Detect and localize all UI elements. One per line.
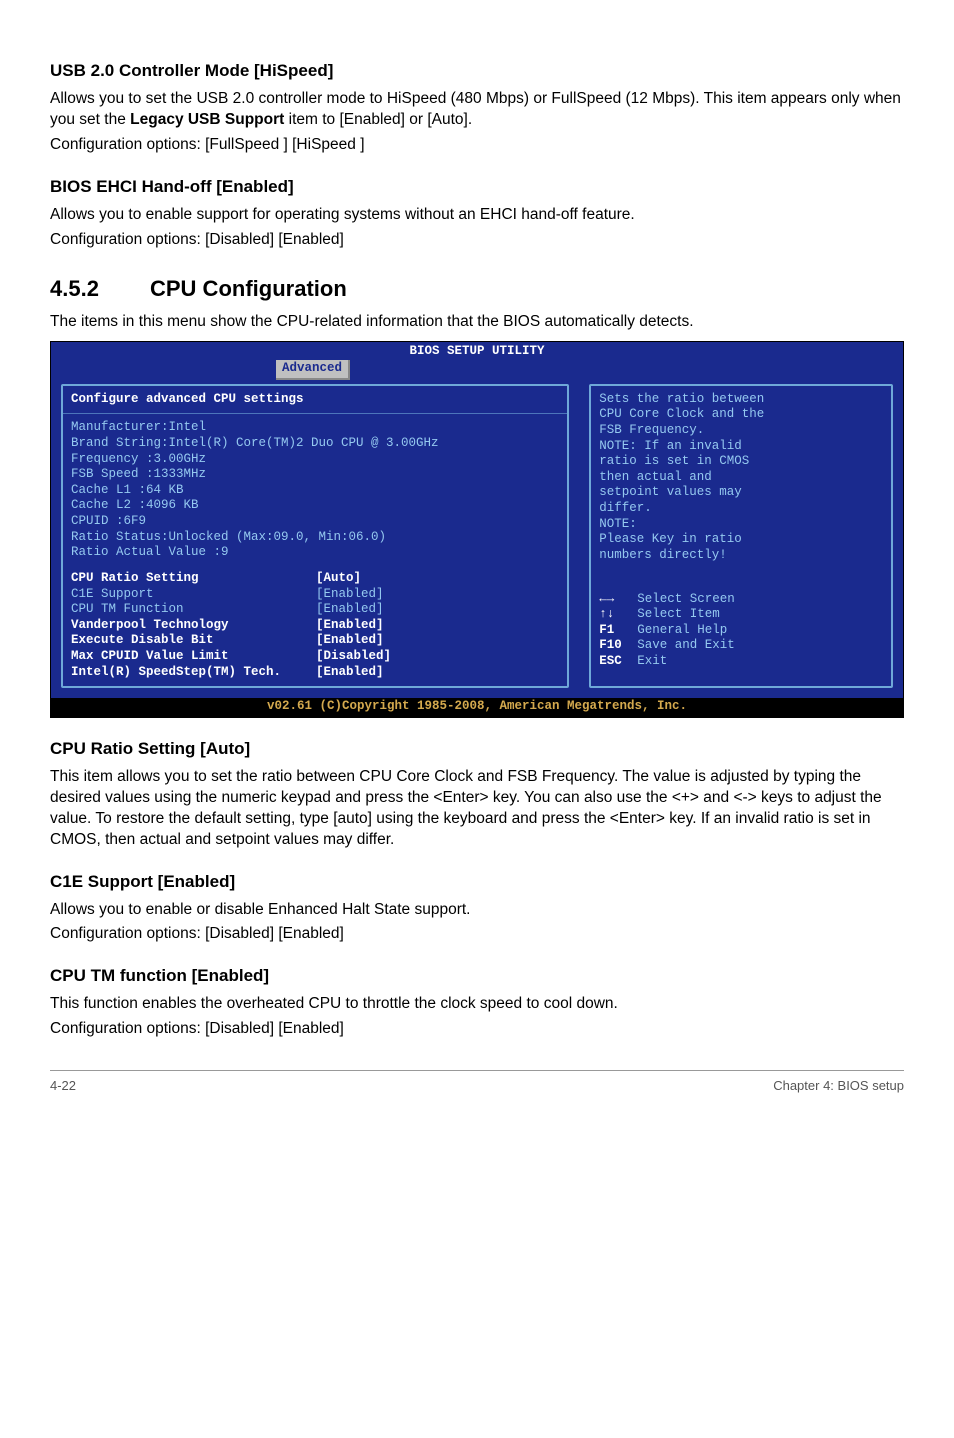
ehci-p2: Configuration options: [Disabled] [Enabl… bbox=[50, 230, 904, 251]
bios-setting-row: CPU TM Function[Enabled] bbox=[71, 602, 559, 618]
bios-setting-value: [Disabled] bbox=[316, 649, 391, 665]
bios-key-row: F1General Help bbox=[599, 623, 883, 639]
usb-para1: Allows you to set the USB 2.0 controller… bbox=[50, 89, 904, 131]
bios-key-icon: ↑↓ bbox=[599, 607, 637, 623]
bios-tab: Advanced bbox=[276, 360, 350, 380]
bios-settings-block: CPU Ratio Setting[Auto]C1E Support[Enabl… bbox=[71, 571, 559, 680]
bios-help-line: numbers directly! bbox=[599, 548, 883, 564]
bios-help-line: Please Key in ratio bbox=[599, 532, 883, 548]
bios-setting-value: [Enabled] bbox=[316, 633, 384, 649]
ehci-heading: BIOS EHCI Hand-off [Enabled] bbox=[50, 176, 904, 199]
bios-key-label: Exit bbox=[637, 654, 667, 670]
bios-key-icon: F10 bbox=[599, 638, 637, 654]
tm-p1: This function enables the overheated CPU… bbox=[50, 994, 904, 1015]
ehci-p1: Allows you to enable support for operati… bbox=[50, 205, 904, 226]
bios-key-label: Select Item bbox=[637, 607, 720, 623]
cpuconf-num: 4.5.2 bbox=[50, 274, 150, 304]
bios-key-label: General Help bbox=[637, 623, 727, 639]
bios-info-line: CPUID :6F9 bbox=[71, 514, 559, 530]
ratio-p1: This item allows you to set the ratio be… bbox=[50, 767, 904, 851]
bios-setting-label: C1E Support bbox=[71, 587, 316, 603]
c1e-p2: Configuration options: [Disabled] [Enabl… bbox=[50, 924, 904, 945]
cpuconf-title: CPU Configuration bbox=[150, 276, 347, 301]
bios-left-heading: Configure advanced CPU settings bbox=[71, 392, 559, 408]
c1e-p1: Allows you to enable or disable Enhanced… bbox=[50, 900, 904, 921]
ratio-heading: CPU Ratio Setting [Auto] bbox=[50, 738, 904, 761]
bios-help-keys: ←→Select Screen↑↓Select ItemF1General He… bbox=[599, 592, 883, 670]
bios-right-col: Sets the ratio betweenCPU Core Clock and… bbox=[579, 380, 903, 699]
bios-footer: v02.61 (C)Copyright 1985-2008, American … bbox=[51, 698, 903, 717]
bios-key-row: F10Save and Exit bbox=[599, 638, 883, 654]
bios-title: BIOS SETUP UTILITY bbox=[409, 344, 544, 358]
bios-setting-label: Vanderpool Technology bbox=[71, 618, 316, 634]
bios-info-line: Brand String:Intel(R) Core(TM)2 Duo CPU … bbox=[71, 436, 559, 452]
bios-key-label: Select Screen bbox=[637, 592, 735, 608]
bios-setting-label: Execute Disable Bit bbox=[71, 633, 316, 649]
bios-info-line: Frequency :3.00GHz bbox=[71, 452, 559, 468]
bios-setting-row: CPU Ratio Setting[Auto] bbox=[71, 571, 559, 587]
bios-left-col: Configure advanced CPU settings Manufact… bbox=[51, 380, 579, 699]
bios-help-line: differ. bbox=[599, 501, 883, 517]
bios-setting-value: [Enabled] bbox=[316, 665, 384, 681]
cpuconf-heading: 4.5.2CPU Configuration bbox=[50, 274, 904, 304]
bios-key-icon: ESC bbox=[599, 654, 637, 670]
bios-setting-row: Intel(R) SpeedStep(TM) Tech.[Enabled] bbox=[71, 665, 559, 681]
bios-key-icon: ←→ bbox=[599, 592, 637, 608]
footer-left: 4-22 bbox=[50, 1077, 76, 1095]
bios-help-line: CPU Core Clock and the bbox=[599, 407, 883, 423]
bios-setting-row: C1E Support[Enabled] bbox=[71, 587, 559, 603]
bios-info-line: Cache L2 :4096 KB bbox=[71, 498, 559, 514]
bios-setting-row: Execute Disable Bit[Enabled] bbox=[71, 633, 559, 649]
bios-setting-label: CPU TM Function bbox=[71, 602, 316, 618]
bios-setting-value: [Enabled] bbox=[316, 618, 384, 634]
bios-help-line: ratio is set in CMOS bbox=[599, 454, 883, 470]
footer-right: Chapter 4: BIOS setup bbox=[773, 1077, 904, 1095]
bios-help-line: setpoint values may bbox=[599, 485, 883, 501]
bios-setting-value: [Auto] bbox=[316, 571, 361, 587]
bios-key-row: ↑↓Select Item bbox=[599, 607, 883, 623]
bios-key-icon: F1 bbox=[599, 623, 637, 639]
page-footer: 4-22 Chapter 4: BIOS setup bbox=[50, 1070, 904, 1095]
bios-setting-label: CPU Ratio Setting bbox=[71, 571, 316, 587]
bios-setting-row: Max CPUID Value Limit[Disabled] bbox=[71, 649, 559, 665]
bios-info-line: Ratio Status:Unlocked (Max:09.0, Min:06.… bbox=[71, 530, 559, 546]
bios-titlebar: BIOS SETUP UTILITY Advanced bbox=[51, 342, 903, 362]
usb-heading: USB 2.0 Controller Mode [HiSpeed] bbox=[50, 60, 904, 83]
bios-info-block: Manufacturer:IntelBrand String:Intel(R) … bbox=[71, 420, 559, 561]
bios-setting-label: Intel(R) SpeedStep(TM) Tech. bbox=[71, 665, 316, 681]
bios-setting-row: Vanderpool Technology[Enabled] bbox=[71, 618, 559, 634]
bios-help-line: FSB Frequency. bbox=[599, 423, 883, 439]
bios-info-line: Cache L1 :64 KB bbox=[71, 483, 559, 499]
bios-divider bbox=[63, 413, 567, 414]
usb-p1-bold: Legacy USB Support bbox=[130, 111, 284, 128]
bios-screenshot: BIOS SETUP UTILITY Advanced Configure ad… bbox=[50, 341, 904, 718]
bios-help-line: then actual and bbox=[599, 470, 883, 486]
tm-heading: CPU TM function [Enabled] bbox=[50, 965, 904, 988]
c1e-heading: C1E Support [Enabled] bbox=[50, 871, 904, 894]
bios-setting-label: Max CPUID Value Limit bbox=[71, 649, 316, 665]
bios-right-panel: Sets the ratio betweenCPU Core Clock and… bbox=[589, 384, 893, 689]
bios-help-line: NOTE: If an invalid bbox=[599, 439, 883, 455]
bios-help-line: NOTE: bbox=[599, 517, 883, 533]
usb-p1b: item to [Enabled] or [Auto]. bbox=[284, 111, 472, 128]
usb-para2: Configuration options: [FullSpeed ] [HiS… bbox=[50, 135, 904, 156]
bios-info-line: Manufacturer:Intel bbox=[71, 420, 559, 436]
cpuconf-intro: The items in this menu show the CPU-rela… bbox=[50, 312, 904, 333]
bios-key-row: ESCExit bbox=[599, 654, 883, 670]
bios-help-line: Sets the ratio between bbox=[599, 392, 883, 408]
bios-setting-value: [Enabled] bbox=[316, 602, 384, 618]
tm-p2: Configuration options: [Disabled] [Enabl… bbox=[50, 1019, 904, 1040]
bios-info-line: FSB Speed :1333MHz bbox=[71, 467, 559, 483]
bios-info-line: Ratio Actual Value :9 bbox=[71, 545, 559, 561]
bios-main: Configure advanced CPU settings Manufact… bbox=[51, 362, 903, 699]
bios-key-label: Save and Exit bbox=[637, 638, 735, 654]
bios-left-panel: Configure advanced CPU settings Manufact… bbox=[61, 384, 569, 689]
bios-key-row: ←→Select Screen bbox=[599, 592, 883, 608]
bios-help-text: Sets the ratio betweenCPU Core Clock and… bbox=[599, 392, 883, 564]
bios-setting-value: [Enabled] bbox=[316, 587, 384, 603]
